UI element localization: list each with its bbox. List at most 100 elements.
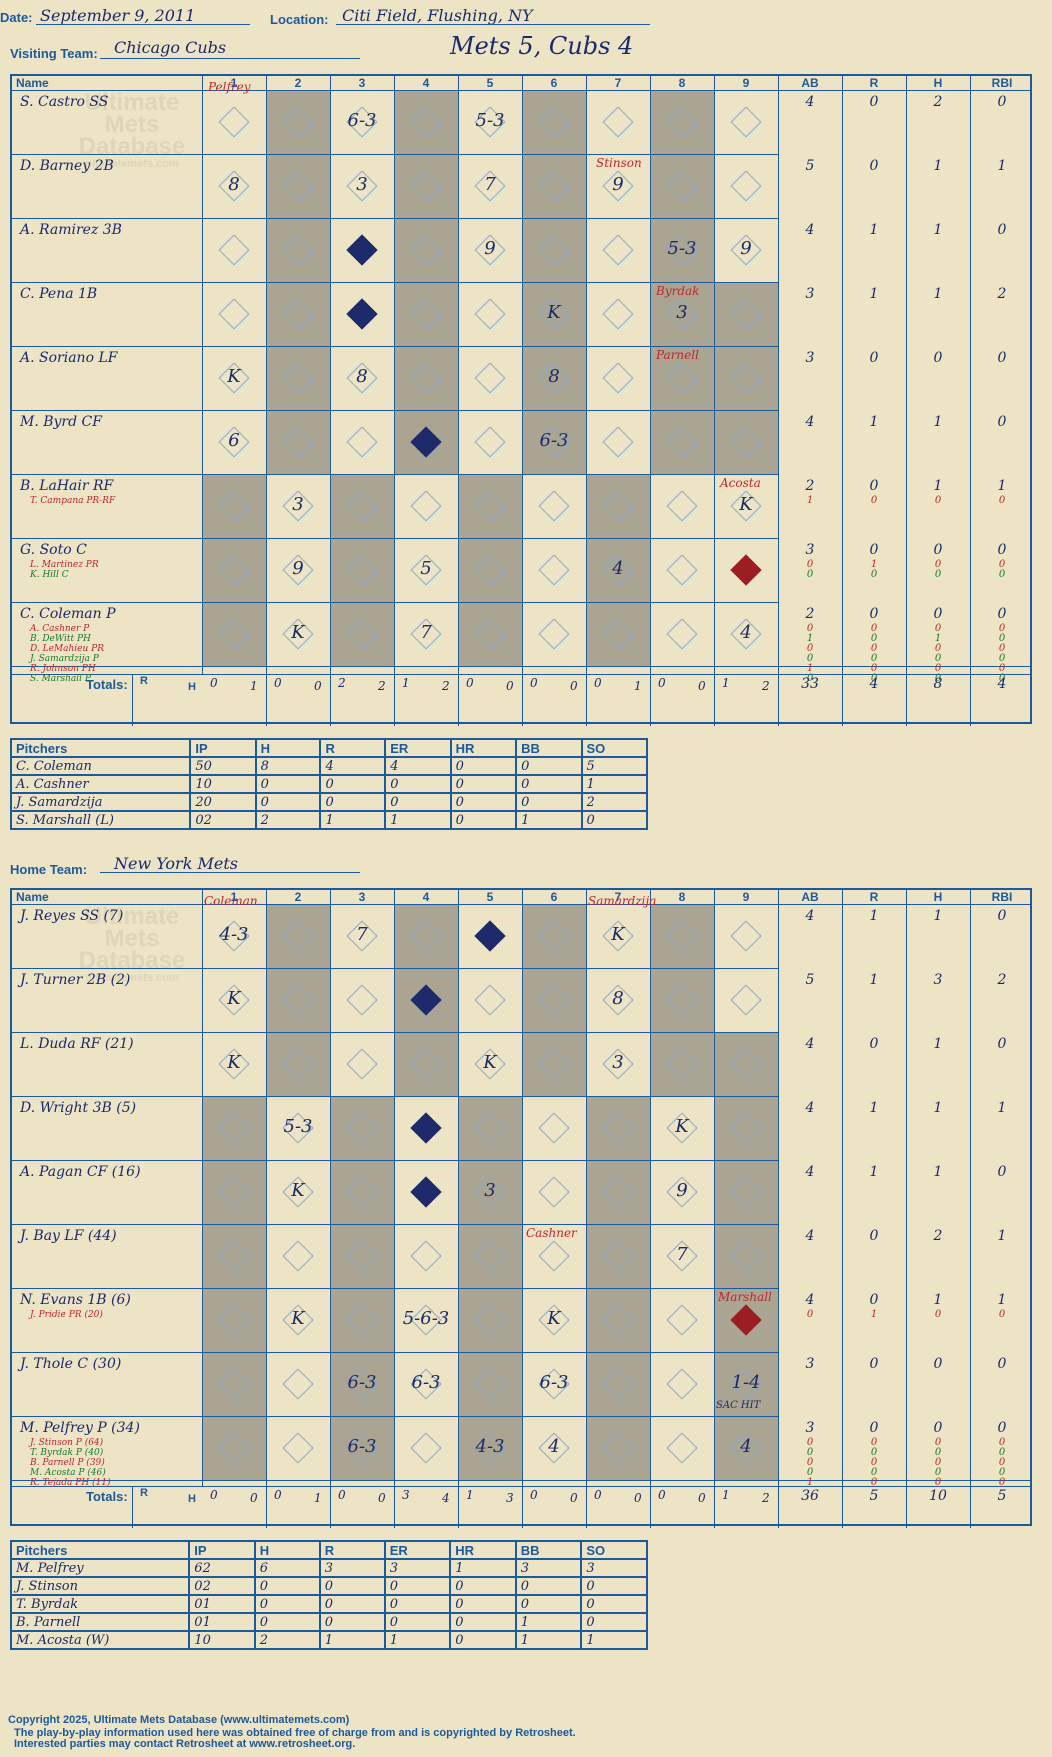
visiting-stat: 3: [805, 350, 815, 366]
home-scorecard: Name 1 2 3 4 5 6 7 8 9 AB R H RBI Ultimate Mets Database…: [10, 888, 1032, 1528]
home-pitch-col: R: [318, 1540, 386, 1560]
visiting-watermark-line: Ultimate: [84, 89, 180, 116]
home-hline: [12, 1352, 778, 1353]
visiting-inning-runs: 2: [338, 676, 346, 690]
footer-contact: Interested parties may contact Retroshee…: [14, 1738, 356, 1750]
visiting-sub-stat: 0: [806, 673, 814, 684]
visiting-col-r: R: [869, 76, 879, 90]
visiting-player-name: C. Pena 1B: [20, 286, 98, 302]
visiting-play: K: [227, 366, 241, 387]
visiting-sub-stat: 0: [998, 495, 1006, 506]
home-base-diamond: [538, 1176, 570, 1208]
home-sub-name: B. Parnell P (39): [30, 1458, 105, 1468]
visiting-pitch-cell: 5: [580, 756, 649, 776]
home-sub-name: T. Byrdak P (40): [30, 1448, 104, 1458]
home-pitch-col: SO: [580, 1540, 648, 1560]
visiting-stat: 0: [997, 542, 1007, 558]
home-pitcher-row: J. Stinson 02 0 0 0 0 0 0: [9, 1576, 648, 1596]
visiting-sub-stat: 0: [998, 569, 1006, 580]
visiting-base-diamond: [666, 490, 698, 522]
visiting-sub-stat: 0: [870, 653, 878, 664]
visiting-stat: 0: [933, 542, 943, 558]
visiting-vline: [266, 76, 267, 726]
home-stat: 2: [933, 1228, 943, 1244]
visiting-pitch-cell: 20: [189, 792, 257, 812]
visiting-base-diamond: [538, 554, 570, 586]
home-base-diamond: [282, 1240, 314, 1272]
visiting-play: K: [739, 494, 753, 515]
home-pitch-cell: 0: [449, 1576, 517, 1596]
visiting-stat: 3: [805, 542, 815, 558]
visiting-sub-name: A. Cashner P: [30, 624, 90, 634]
visiting-stat: 4: [805, 414, 815, 430]
visiting-pitch-cell: 8: [254, 756, 322, 776]
visiting-play: 8: [356, 366, 368, 387]
home-col-inning-4: 4: [422, 890, 430, 904]
home-col-inning-6: 6: [550, 890, 558, 904]
home-col-rbi: RBI: [991, 890, 1013, 904]
home-stat: 1: [933, 1164, 943, 1180]
home-watermark-line: Database: [78, 947, 186, 974]
home-play: 3: [612, 1052, 624, 1073]
visiting-stat: 2: [805, 606, 815, 622]
home-stat: 4: [805, 1036, 815, 1052]
home-play: 4: [548, 1436, 560, 1457]
visiting-sub-stat: 0: [870, 495, 878, 506]
visiting-play: 6-3: [347, 110, 377, 131]
home-play: 5-3: [283, 1116, 313, 1137]
home-pitch-cell: 0: [318, 1576, 386, 1596]
visiting-player-name: S. Castro SS: [20, 94, 109, 110]
home-hline: [12, 1480, 1030, 1481]
home-r-label: R: [140, 1487, 148, 1499]
home-sub-stat: 0: [998, 1467, 1006, 1478]
visiting-stat: 1: [869, 286, 879, 302]
home-play: 6-3: [539, 1372, 569, 1393]
home-total: 5: [869, 1488, 879, 1504]
visiting-col-inning-3: 3: [358, 76, 366, 90]
visiting-inning-hits: 1: [634, 679, 642, 693]
home-player-name: L. Duda RF (21): [20, 1036, 134, 1052]
home-pitch-cell: 10: [188, 1630, 256, 1650]
visiting-h-label: H: [188, 681, 196, 693]
visiting-vline: [586, 76, 587, 726]
annotation-parnell: Parnell: [656, 348, 699, 362]
home-inning-hits: 0: [634, 1491, 642, 1505]
home-sub-stat: 0: [998, 1477, 1006, 1488]
visiting-sub-stat: 0: [998, 673, 1006, 684]
visiting-stat: 1: [869, 222, 879, 238]
visiting-player-name: D. Barney 2B: [20, 158, 114, 174]
home-vline: [906, 890, 907, 1528]
home-play: 5-6-3: [402, 1308, 450, 1329]
home-pitch-cell: 1: [514, 1630, 583, 1650]
home-stat: 0: [869, 1228, 879, 1244]
visiting-watermark-line: ultimatemets.com: [85, 158, 179, 170]
visiting-stat: 0: [869, 478, 879, 494]
visiting-sub-name: T. Campana PR-RF: [30, 496, 116, 506]
visiting-shade: [330, 474, 394, 666]
home-base-diamond: [538, 1112, 570, 1144]
game-date: September 9, 2011: [40, 6, 196, 25]
visiting-sub-name: J. Samardzija P: [30, 654, 99, 664]
home-stat: 3: [805, 1356, 815, 1372]
date-label: Date:: [0, 10, 33, 25]
visiting-shade: [714, 282, 778, 474]
home-sub-stat: 0: [806, 1309, 814, 1320]
home-sub-name: J. Stinson P (64): [30, 1438, 104, 1448]
annotation-sac-hit: SAC HIT: [716, 1400, 761, 1411]
home-h-label: H: [188, 1493, 196, 1505]
visiting-r-label: R: [140, 675, 148, 687]
home-col-inning-1: 1: [230, 890, 238, 904]
visiting-pitcher-row: J. Samardzija 20 0 0 0 0 0 2: [9, 792, 649, 812]
home-inning-runs: 0: [530, 1488, 538, 1502]
visiting-inning-hits: 0: [506, 679, 514, 693]
annotation-marshall: Marshall: [718, 1290, 772, 1304]
visiting-play: 9: [484, 238, 496, 259]
annotation-stinson: Stinson: [596, 156, 642, 170]
home-stat: 0: [869, 1420, 879, 1436]
home-pitch-cell: J. Stinson: [9, 1576, 191, 1596]
home-play: K: [611, 924, 625, 945]
home-pitch-cell: 0: [253, 1576, 321, 1596]
home-inning-runs: 0: [274, 1488, 282, 1502]
home-play: 4: [740, 1436, 752, 1457]
home-vline: [842, 890, 843, 1528]
